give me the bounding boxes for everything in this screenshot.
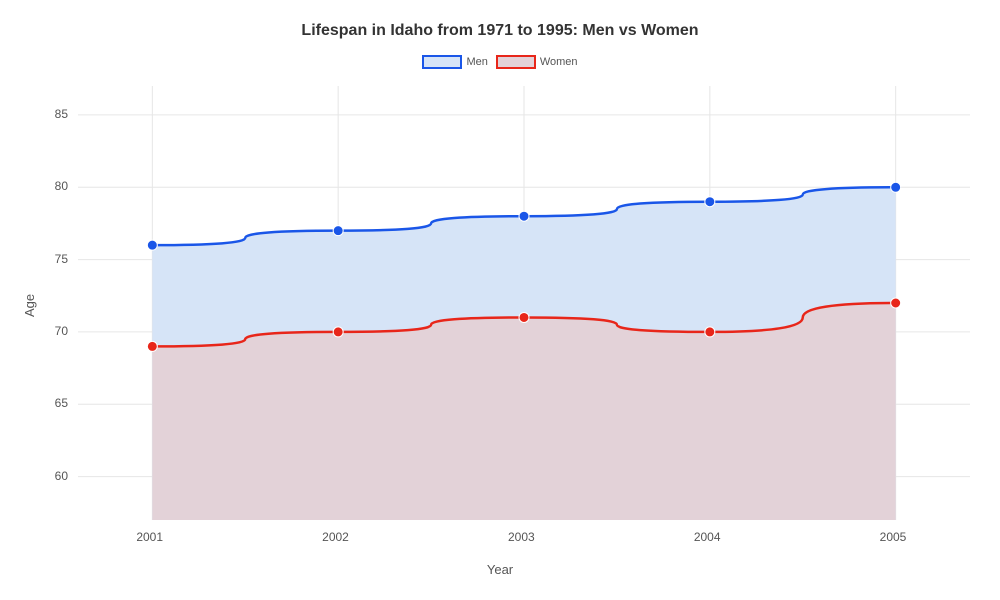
x-axis-label: Year <box>0 562 1000 577</box>
x-tick-label: 2004 <box>694 530 721 544</box>
y-tick-label: 75 <box>55 252 68 266</box>
x-tick-label: 2005 <box>880 530 907 544</box>
chart-container: Lifespan in Idaho from 1971 to 1995: Men… <box>0 0 1000 600</box>
x-tick-label: 2002 <box>322 530 349 544</box>
y-tick-label: 80 <box>55 179 68 193</box>
y-tick-label: 85 <box>55 107 68 121</box>
y-tick-label: 70 <box>55 324 68 338</box>
y-tick-label: 65 <box>55 396 68 410</box>
y-axis-label: Age <box>22 294 37 317</box>
x-tick-label: 2003 <box>508 530 535 544</box>
y-tick-label: 60 <box>55 469 68 483</box>
x-tick-label: 2001 <box>136 530 163 544</box>
chart-svg <box>0 0 1000 600</box>
